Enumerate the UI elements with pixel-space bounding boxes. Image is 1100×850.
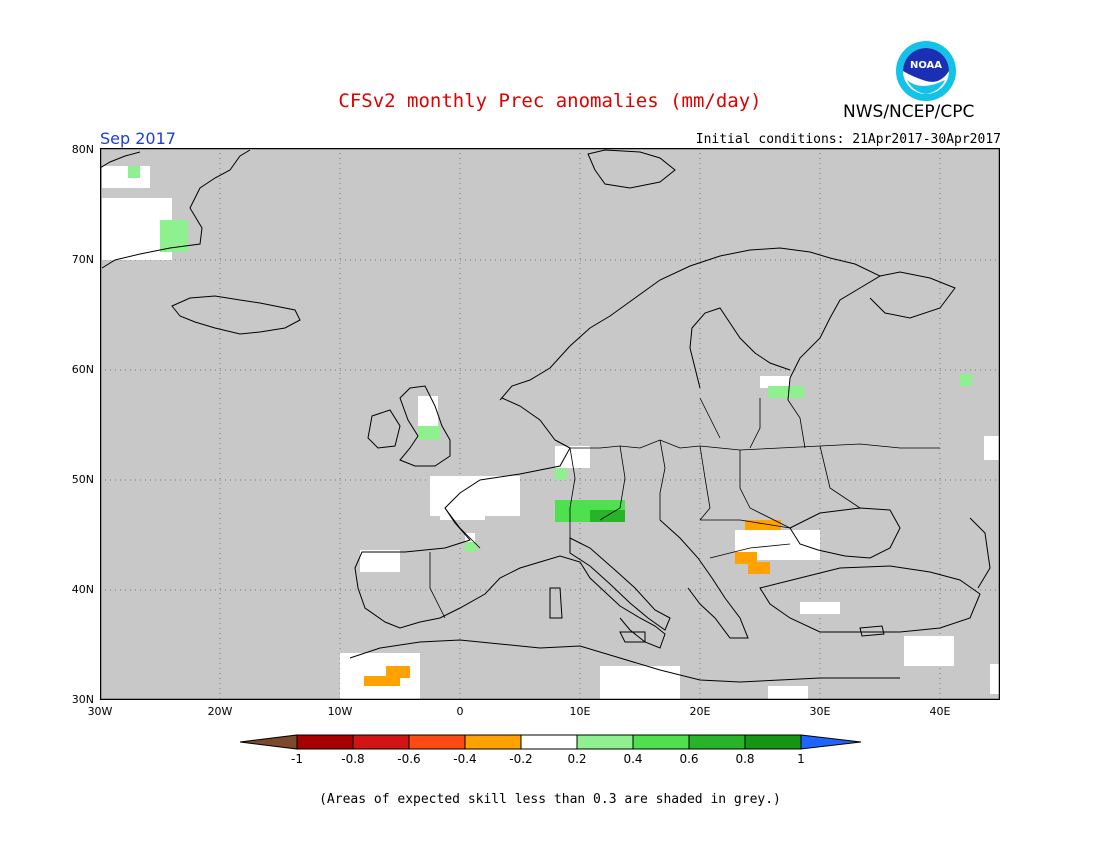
lon-label-30w: 30W — [87, 705, 113, 718]
skill-footnote: (Areas of expected skill less than 0.3 a… — [319, 792, 781, 807]
lat-label-60n: 60N — [71, 363, 94, 376]
colorbar-label: -0.4 — [453, 752, 477, 766]
noaa-logo: NOAA — [896, 41, 956, 101]
colorbar-label: -1 — [291, 752, 303, 766]
colorbar-segment — [688, 734, 746, 750]
lat-label-80n: 80N — [71, 143, 94, 156]
coastlines — [100, 149, 991, 683]
lon-label-20e: 20E — [689, 705, 711, 718]
lon-label-40e: 40E — [929, 705, 951, 718]
lat-label-30n: 30N — [71, 693, 94, 706]
colorbar-label: -0.8 — [341, 752, 365, 766]
colorbar-segment — [744, 734, 802, 750]
colorbar-label: 1 — [797, 752, 805, 766]
map-frame — [100, 148, 1000, 700]
color-bar — [240, 734, 862, 750]
colorbar-label: 0.2 — [567, 752, 587, 766]
colorbar-segment — [520, 734, 578, 750]
lon-label-10e: 10E — [569, 705, 591, 718]
colorbar-segment — [408, 734, 466, 750]
lon-label-30e: 30E — [809, 705, 831, 718]
colorbar-segment — [576, 734, 634, 750]
colorbar-label: 0.6 — [679, 752, 699, 766]
lat-label-40n: 40N — [71, 583, 94, 596]
chart-title: CFSv2 monthly Prec anomalies (mm/day) — [338, 90, 762, 112]
colorbar-segment — [632, 734, 690, 750]
anomaly-cells-green — [555, 500, 625, 522]
lat-label-70n: 70N — [71, 253, 94, 266]
svg-text:NOAA: NOAA — [910, 60, 942, 71]
colorbar-label: -0.6 — [397, 752, 421, 766]
anomaly-map — [100, 148, 1000, 700]
initial-conditions: Initial conditions: 21Apr2017-30Apr2017 — [695, 132, 1001, 147]
colorbar-segment-max — [800, 734, 862, 750]
lon-label-20w: 20W — [207, 705, 233, 718]
colorbar-segment-min — [240, 734, 298, 750]
anomaly-cells-orange — [364, 520, 781, 686]
anomaly-cells-light-green — [128, 166, 972, 552]
agency-label: NWS/NCEP/CPC — [843, 102, 975, 122]
country-borders — [429, 397, 940, 619]
forecast-month: Sep 2017 — [100, 129, 176, 148]
colorbar-label: 0.8 — [735, 752, 755, 766]
colorbar-segment — [352, 734, 410, 750]
lon-label-10w: 10W — [327, 705, 353, 718]
lat-label-50n: 50N — [71, 473, 94, 486]
lon-label-0: 0 — [456, 705, 464, 718]
colorbar-segment — [296, 734, 354, 750]
colorbar-label: 0.4 — [623, 752, 643, 766]
colorbar-label: -0.2 — [509, 752, 533, 766]
colorbar-segment — [464, 734, 522, 750]
